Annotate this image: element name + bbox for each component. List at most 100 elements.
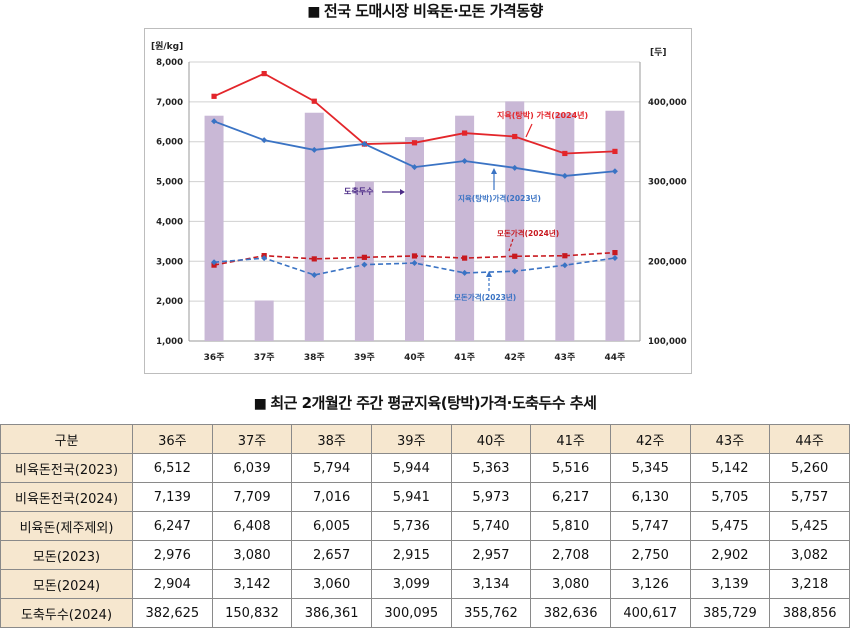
data-point — [411, 140, 418, 146]
table-cell: 355,762 — [450, 598, 532, 628]
data-point — [361, 261, 368, 268]
price-chart: 1,000 2,000 3,000 4,000 5,000 6,000 7,000 8,000… — [151, 40, 687, 363]
data-point — [411, 253, 418, 259]
table-cell: 5,757 — [769, 482, 850, 512]
table-cell: 7,016 — [291, 482, 372, 512]
table-cell: 3,080 — [530, 569, 611, 599]
x-tick-label: 37주 — [254, 352, 275, 363]
table-header-week: 41주 — [530, 424, 611, 454]
table-cell: 382,636 — [530, 598, 611, 628]
table-header-week: 37주 — [211, 424, 293, 454]
table-header-week: 43주 — [689, 424, 771, 454]
table-cell: 7,139 — [132, 482, 213, 512]
table-row: 모돈(2023) 2,976 3,080 2,657 2,915 2,957 2,708 2,… — [0, 540, 850, 570]
bar-slaughter-count — [405, 137, 424, 341]
data-point — [612, 148, 618, 154]
table-header-week: 36주 — [132, 424, 213, 454]
table-cell: 385,729 — [689, 598, 771, 628]
table-cell: 388,856 — [769, 598, 850, 628]
data-point — [462, 255, 468, 261]
table-cell: 5,363 — [450, 453, 532, 483]
y-left-tick-label: 7,000 — [156, 98, 183, 108]
table-cell: 5,794 — [291, 453, 372, 483]
table-cell: 6,130 — [609, 482, 691, 512]
table-title-text: 최근 2개월간 주간 평균지육(탕박)가격·도축두수 추세 — [270, 394, 597, 412]
bar-slaughter-count — [555, 113, 575, 341]
table-cell: 2,957 — [450, 540, 532, 570]
chart-area: 1,000 2,000 3,000 4,000 5,000 6,000 7,000 8,000… — [144, 28, 692, 374]
annotation-arrowhead — [486, 271, 492, 277]
row-label: 모돈(2024) — [0, 569, 133, 599]
table-cell: 5,260 — [769, 453, 850, 483]
table-cell: 7,709 — [211, 482, 293, 512]
table-cell: 2,976 — [132, 540, 213, 570]
y-left-tick-label: 3,000 — [156, 257, 183, 267]
table-cell: 2,904 — [132, 569, 213, 599]
y-left-tick-label: 2,000 — [156, 297, 183, 307]
title-marker: ■ — [307, 4, 320, 20]
table-cell: 3,126 — [609, 569, 691, 599]
table-cell: 5,475 — [689, 511, 771, 541]
table-cell: 3,218 — [769, 569, 850, 599]
table-header-week: 44주 — [769, 424, 850, 454]
x-tick-label: 38주 — [304, 352, 325, 363]
chart-title-text: 전국 도매시장 비육돈·모돈 가격동향 — [323, 2, 543, 20]
data-point — [612, 249, 618, 256]
table-row: 비육돈전국(2023) 6,512 6,039 5,794 5,944 5,363 5,51… — [0, 453, 850, 483]
bar-slaughter-count — [354, 181, 374, 341]
x-tick-label: 42주 — [504, 352, 525, 363]
title-marker: ■ — [253, 396, 267, 412]
data-point — [411, 164, 418, 171]
table-cell: 2,657 — [291, 540, 372, 570]
bar-slaughter-count — [304, 112, 324, 342]
y-right-tick-label: 400,000 — [648, 98, 687, 108]
bar-slaughter-count — [254, 300, 274, 341]
chart-title: ■ 전국 도매시장 비육돈·모돈 가격동향 — [0, 0, 850, 21]
bar-slaughter-count — [605, 110, 625, 341]
data-point — [261, 70, 267, 77]
table-cell: 5,944 — [370, 453, 452, 483]
table-header-row: 구분 36주 37주 38주 39주 40주 41주 42주 43주 44주 — [0, 424, 850, 454]
data-point — [511, 268, 518, 275]
data-point — [511, 164, 518, 171]
table-header-label: 구분 — [0, 424, 133, 454]
table-cell: 5,425 — [769, 511, 850, 541]
table-cell: 6,512 — [132, 453, 213, 483]
annotation-arrowhead — [491, 168, 497, 174]
table-row: 모돈(2024) 2,904 3,142 3,060 3,099 3,134 3,080 3,… — [0, 569, 850, 599]
table-title: ■ 최근 2개월간 주간 평균지육(탕박)가격·도축두수 추세 — [0, 392, 850, 413]
table-row: 도축두수(2024) 382,625 150,832 386,361 300,095 35… — [0, 598, 850, 628]
table-cell: 3,139 — [689, 569, 771, 599]
table-cell: 5,747 — [609, 511, 691, 541]
data-point — [311, 271, 318, 278]
table-cell: 5,810 — [530, 511, 611, 541]
x-tick-label: 40주 — [404, 352, 425, 363]
data-point — [361, 254, 367, 260]
annotation-arrowhead — [400, 189, 405, 195]
table-cell: 5,142 — [689, 453, 771, 483]
y-left-tick-label: 4,000 — [156, 217, 183, 227]
data-point — [512, 253, 518, 259]
data-point — [611, 168, 618, 175]
table-cell: 3,099 — [370, 569, 452, 599]
x-tick-label: 44주 — [605, 352, 626, 363]
table-cell: 382,625 — [132, 598, 213, 628]
table-header-week: 39주 — [370, 424, 452, 454]
data-point — [311, 98, 317, 104]
table-cell: 2,750 — [609, 540, 691, 570]
row-label: 도축두수(2024) — [0, 598, 133, 628]
table-cell: 3,060 — [291, 569, 372, 599]
data-point — [562, 253, 568, 259]
data-point — [561, 262, 568, 269]
table-cell: 5,705 — [689, 482, 771, 512]
data-point — [311, 146, 318, 153]
table-cell: 6,217 — [530, 482, 611, 512]
data-point — [211, 118, 218, 125]
annotation-arrow — [525, 123, 533, 138]
table-cell: 2,902 — [689, 540, 771, 570]
bar-slaughter-count — [505, 101, 525, 342]
table-header-week: 42주 — [609, 424, 691, 454]
table-cell: 5,740 — [450, 511, 532, 541]
y-left-unit: [원/kg] — [151, 40, 183, 52]
table-cell: 6,039 — [211, 453, 293, 483]
